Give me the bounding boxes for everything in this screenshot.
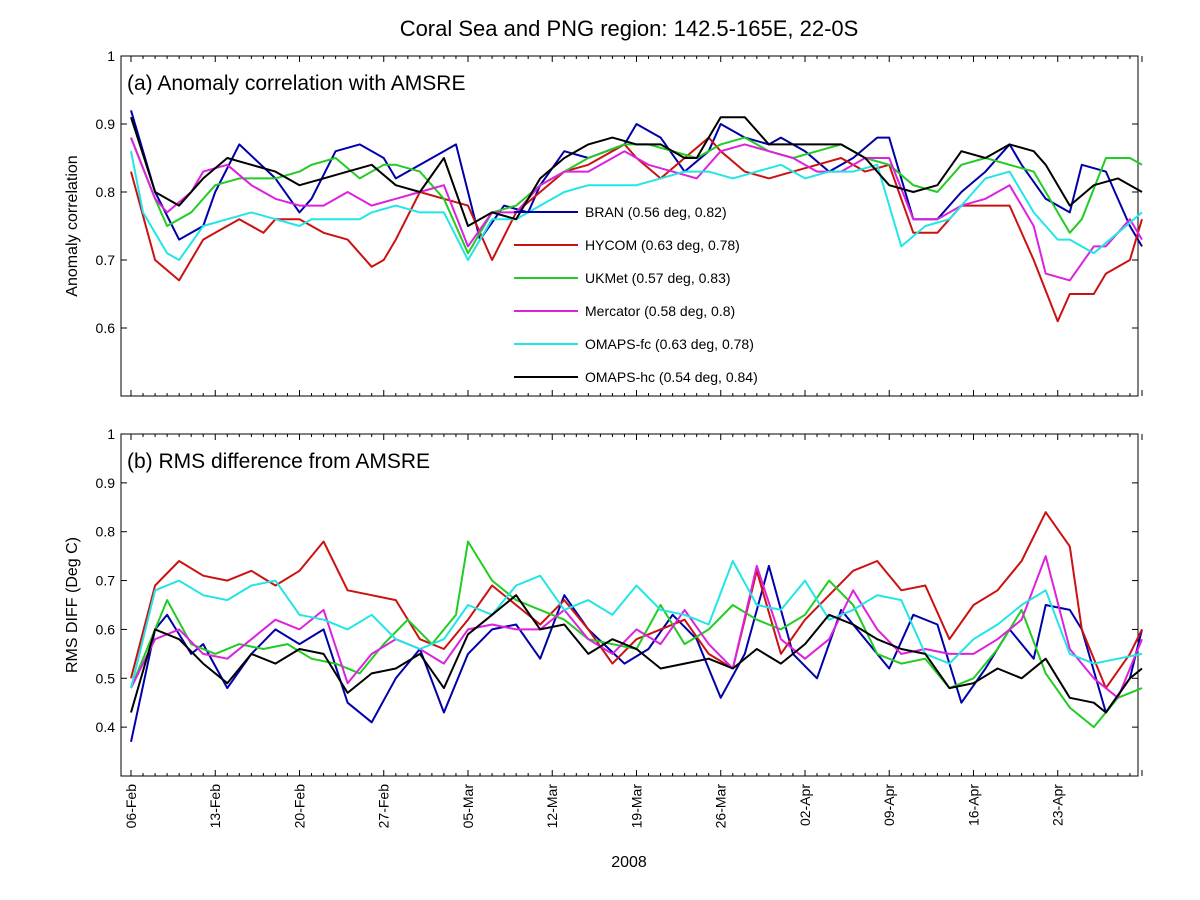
x-tick-label: 06-Feb	[123, 784, 139, 829]
y-tick-label: 0.5	[96, 670, 116, 686]
series-line-omaps-fc	[130, 151, 1143, 261]
series-line-bran	[130, 110, 1143, 247]
legend: BRAN (0.56 deg, 0.82) HYCOM (0.63 deg, 0.…	[514, 204, 758, 385]
plot-frame	[120, 55, 1139, 397]
series-line-hycom	[130, 511, 1143, 690]
y-tick-label: 0.6	[96, 320, 116, 336]
legend-entry-omaps-fc: OMAPS-fc (0.63 deg, 0.78)	[585, 336, 754, 352]
panel-b-rms-difference: 0.4 0.5 0.6 0.7 0.8 0.9 1 RMS DIFF (Deg C) (b) R…	[64, 426, 1143, 777]
y-tick-label: 1	[107, 426, 115, 442]
legend-entry-omaps-hc: OMAPS-hc (0.54 deg, 0.84)	[585, 369, 758, 385]
x-tick-label: 02-Apr	[797, 784, 813, 826]
x-axis-label: 2008	[611, 854, 647, 871]
y-tick-label: 1	[107, 48, 115, 64]
y-tick-label: 0.8	[96, 184, 116, 200]
legend-entry-mercator: Mercator (0.58 deg, 0.8)	[585, 303, 735, 319]
series-line-mercator	[130, 137, 1143, 282]
y-tick-label: 0.4	[96, 719, 116, 735]
y-tick-label: 0.8	[96, 524, 116, 540]
x-tick-label: 16-Apr	[965, 784, 981, 826]
y-tick-label: 0.7	[96, 252, 116, 268]
series-line-omaps-fc	[130, 560, 1143, 689]
y-tick-label: 0.6	[96, 621, 116, 637]
x-tick-label: 27-Feb	[376, 784, 392, 829]
series-line-omaps-hc	[130, 116, 1143, 227]
figure-title: Coral Sea and PNG region: 142.5-165E, 22…	[400, 16, 859, 41]
y-tick-label: 0.9	[96, 116, 116, 132]
y-tick-label: 0.9	[96, 475, 116, 491]
series-line-mercator	[130, 555, 1143, 699]
x-axis-date-labels: 06-Feb 13-Feb 20-Feb 27-Feb 05-Mar 12-Mar 19-M…	[123, 784, 1066, 829]
legend-entry-ukmet: UKMet (0.57 deg, 0.83)	[585, 270, 731, 286]
panel-title: (b) RMS difference from AMSRE	[127, 450, 430, 473]
legend-entry-bran: BRAN (0.56 deg, 0.82)	[585, 204, 727, 220]
y-tick-label: 0.7	[96, 573, 116, 589]
x-tick-label: 19-Mar	[628, 784, 644, 829]
x-tick-label: 12-Mar	[544, 784, 560, 829]
x-tick-label: 13-Feb	[207, 784, 223, 829]
x-tick-label: 09-Apr	[881, 784, 897, 826]
plot-frame	[120, 433, 1139, 777]
y-axis-label: RMS DIFF (Deg C)	[64, 537, 81, 673]
x-tick-label: 23-Apr	[1050, 784, 1066, 826]
x-tick-label: 20-Feb	[291, 784, 307, 829]
y-axis-label: Anomaly correlation	[64, 155, 81, 296]
x-tick-label: 05-Mar	[460, 784, 476, 829]
legend-entry-hycom: HYCOM (0.63 deg, 0.78)	[585, 237, 740, 253]
panel-title: (a) Anomaly correlation with AMSRE	[127, 72, 465, 95]
series-line-omaps-hc	[130, 594, 1143, 714]
series-line-ukmet	[130, 540, 1143, 729]
x-tick-label: 26-Mar	[713, 784, 729, 829]
panel-a-anomaly-correlation: 0.6 0.7 0.8 0.9 1 Anomaly correlation (a) Anom…	[64, 48, 1143, 397]
